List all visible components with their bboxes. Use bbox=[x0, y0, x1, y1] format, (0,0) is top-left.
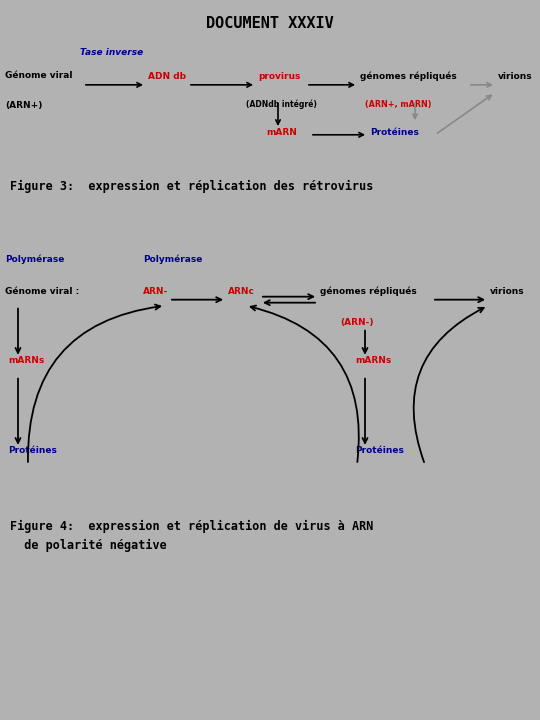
Text: Polymérase: Polymérase bbox=[143, 255, 202, 264]
Text: Protéines: Protéines bbox=[370, 127, 419, 137]
Text: (ADNdb intégré): (ADNdb intégré) bbox=[246, 99, 317, 109]
Text: ARN-: ARN- bbox=[143, 287, 168, 296]
Text: Figure 3:  expression et réplication des rétrovirus: Figure 3: expression et réplication des … bbox=[10, 180, 373, 193]
Text: Génome viral :: Génome viral : bbox=[5, 287, 83, 296]
Text: Génome viral: Génome viral bbox=[5, 71, 72, 80]
Text: DOCUMENT XXXIV: DOCUMENT XXXIV bbox=[206, 16, 334, 31]
Text: (ARN+, mARN): (ARN+, mARN) bbox=[365, 99, 431, 109]
Text: Protéines: Protéines bbox=[8, 446, 57, 455]
Text: (ARN+): (ARN+) bbox=[5, 101, 42, 109]
Text: génomes répliqués: génomes répliqués bbox=[320, 286, 417, 296]
Text: Tase inverse: Tase inverse bbox=[80, 48, 143, 57]
Text: ARNc: ARNc bbox=[228, 287, 255, 296]
Text: provirus: provirus bbox=[258, 72, 300, 81]
Text: mARN: mARN bbox=[266, 127, 297, 137]
Text: mARNs: mARNs bbox=[8, 356, 44, 365]
FancyArrowPatch shape bbox=[437, 95, 491, 133]
Text: Figure 4:  expression et réplication de virus à ARN: Figure 4: expression et réplication de v… bbox=[10, 520, 373, 533]
Text: génomes répliqués: génomes répliqués bbox=[360, 71, 457, 81]
Text: virions: virions bbox=[498, 72, 532, 81]
Text: Protéines: Protéines bbox=[355, 446, 404, 455]
Text: ADN db: ADN db bbox=[148, 72, 186, 81]
Text: Polymérase: Polymérase bbox=[5, 255, 64, 264]
Text: de polarité négative: de polarité négative bbox=[10, 539, 166, 552]
Text: (ARN-): (ARN-) bbox=[340, 318, 374, 327]
Text: mARNs: mARNs bbox=[355, 356, 392, 365]
Text: virions: virions bbox=[490, 287, 525, 296]
